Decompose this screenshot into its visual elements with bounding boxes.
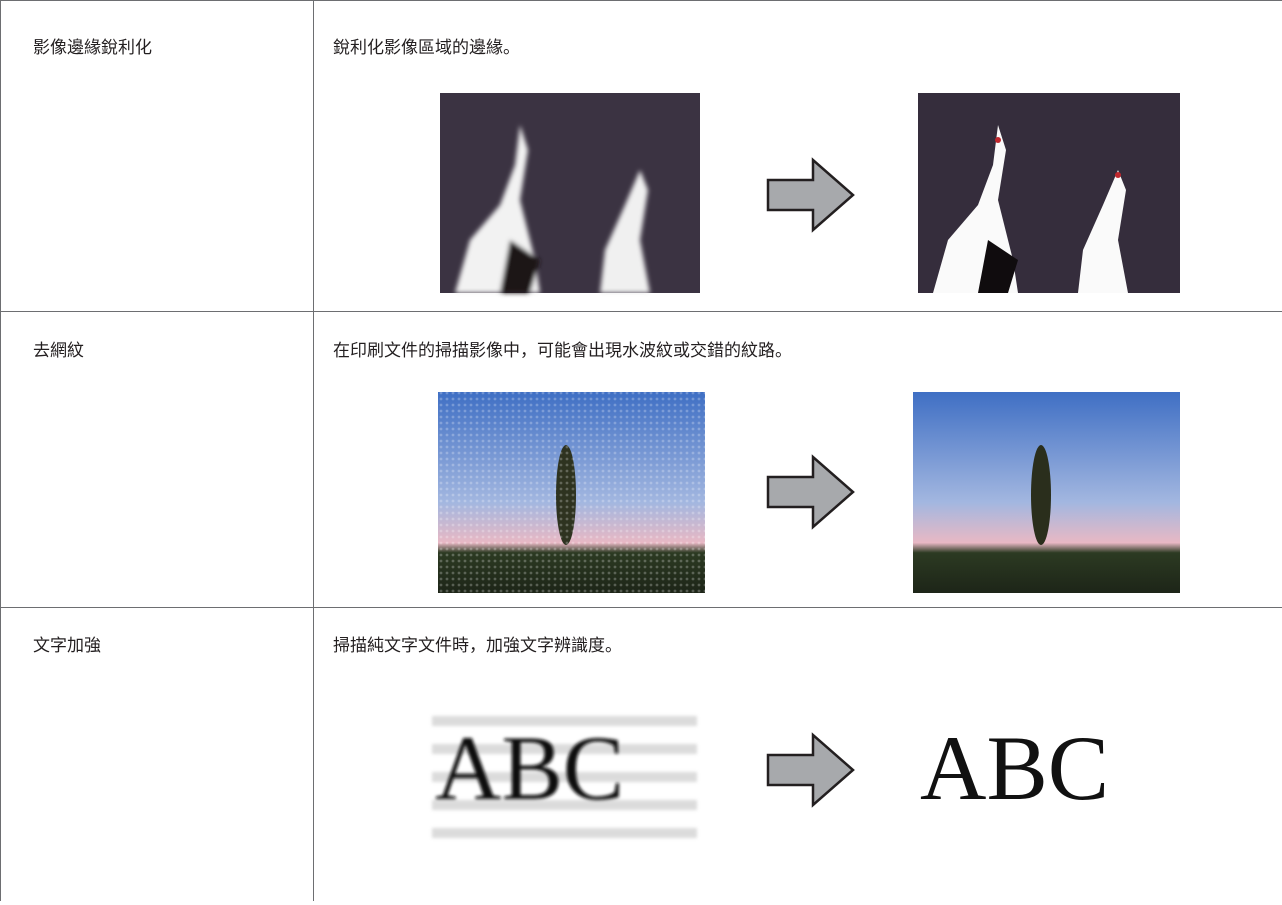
tree-before-image: [438, 392, 705, 593]
tree-after-image: [913, 392, 1180, 593]
arrow-icon: [766, 157, 855, 233]
arrow-icon: [766, 732, 855, 808]
row-label: 影像邊緣銳利化: [33, 38, 152, 58]
sample-text-after: ABC: [920, 717, 1109, 819]
row-description: 銳利化影像區域的邊緣。: [333, 38, 520, 58]
crane-after-image: [918, 93, 1180, 293]
arrow-icon: [766, 454, 855, 530]
row-label: 文字加強: [33, 636, 101, 656]
sample-text-before: ABC: [435, 717, 624, 819]
row-description: 在印刷文件的掃描影像中，可能會出現水波紋或交錯的紋路。: [333, 341, 792, 361]
row-description: 掃描純文字文件時，加強文字辨識度。: [333, 636, 622, 656]
crane-before-image: [440, 93, 700, 293]
row-label: 去網紋: [33, 341, 84, 361]
text-before-image: [432, 716, 697, 838]
